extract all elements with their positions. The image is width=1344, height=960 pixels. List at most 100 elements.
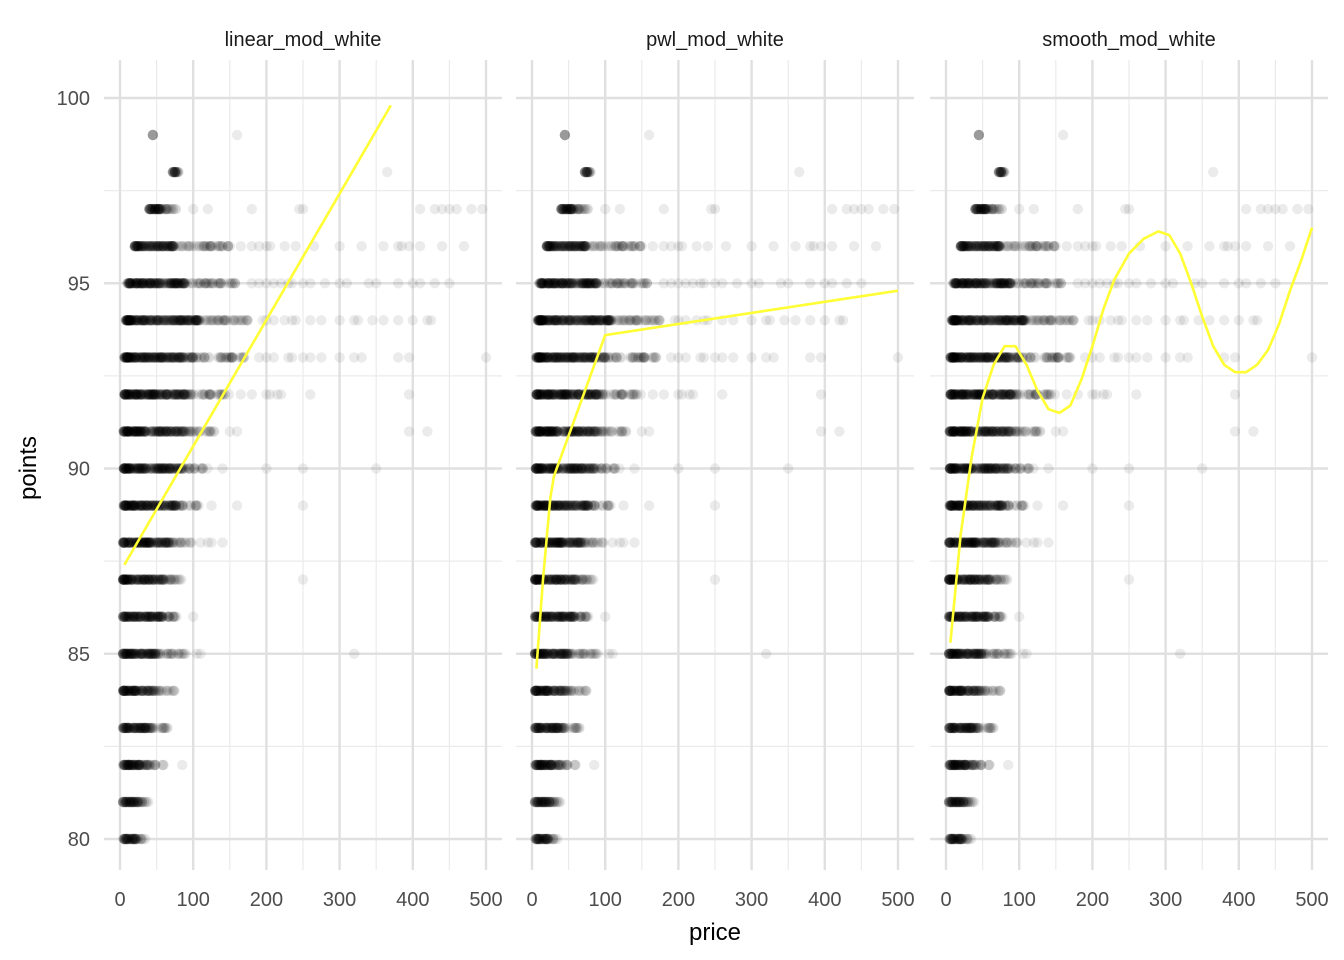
data-point — [815, 389, 827, 400]
data-point — [125, 833, 136, 845]
data-point — [600, 389, 611, 400]
data-point — [132, 796, 143, 808]
data-point — [202, 203, 213, 215]
data-point — [167, 315, 178, 326]
data-point — [144, 722, 155, 734]
data-point — [131, 685, 143, 696]
data-point — [403, 426, 415, 437]
data-point — [138, 685, 149, 696]
data-point — [147, 722, 158, 734]
data-point — [150, 685, 161, 696]
x-tick-label: 0 — [114, 889, 125, 911]
data-point — [614, 463, 625, 474]
data-point — [140, 759, 151, 771]
data-point — [136, 685, 147, 696]
data-point — [140, 722, 152, 734]
data-point — [117, 685, 129, 696]
data-point — [119, 833, 130, 845]
data-point — [371, 463, 382, 474]
data-point — [133, 796, 144, 808]
data-point — [207, 315, 218, 326]
data-point — [579, 537, 591, 548]
data-point — [162, 722, 173, 734]
data-point — [128, 685, 140, 696]
data-point — [118, 685, 129, 696]
data-point — [124, 796, 135, 808]
data-point — [158, 722, 169, 734]
data-point — [534, 833, 545, 845]
data-point — [128, 722, 140, 734]
data-point — [133, 722, 144, 734]
data-point — [290, 241, 301, 252]
data-point — [815, 426, 827, 437]
data-point — [223, 241, 234, 252]
data-point — [118, 722, 129, 734]
data-point — [133, 796, 144, 808]
data-point — [128, 833, 139, 845]
data-point — [130, 833, 141, 845]
data-point — [143, 759, 154, 771]
data-point — [136, 759, 147, 771]
data-point — [150, 759, 161, 771]
data-point — [135, 722, 146, 734]
data-point — [136, 796, 147, 808]
data-point — [165, 574, 177, 585]
data-point — [118, 796, 129, 808]
data-point — [127, 759, 139, 771]
data-point — [124, 722, 135, 734]
data-point — [121, 722, 132, 734]
data-point — [126, 833, 138, 845]
data-point — [268, 352, 279, 363]
data-point — [235, 241, 246, 252]
data-point — [422, 426, 433, 437]
data-point — [157, 722, 168, 734]
data-point — [123, 796, 134, 808]
data-point — [143, 759, 154, 771]
data-point — [156, 537, 168, 548]
data-point — [133, 759, 144, 771]
data-point — [126, 796, 138, 808]
data-point — [121, 685, 132, 696]
data-point — [122, 833, 134, 845]
data-point — [135, 833, 146, 845]
data-point — [138, 796, 149, 808]
data-point — [143, 722, 154, 734]
data-point — [643, 500, 655, 511]
data-point — [129, 611, 140, 622]
data-point — [135, 759, 146, 771]
data-point — [118, 685, 130, 696]
data-point — [117, 759, 129, 771]
data-point — [121, 796, 132, 808]
data-point — [204, 241, 215, 252]
data-point — [132, 833, 143, 845]
data-point — [125, 759, 136, 771]
data-point — [600, 463, 612, 474]
data-point — [124, 722, 135, 734]
data-point — [133, 759, 144, 771]
data-point — [134, 722, 145, 734]
data-point — [123, 722, 134, 734]
data-point — [135, 722, 146, 734]
data-point — [122, 759, 133, 771]
data-point — [127, 833, 139, 845]
data-point — [130, 685, 141, 696]
data-point — [136, 685, 147, 696]
data-point — [119, 685, 130, 696]
data-point — [122, 722, 133, 734]
data-point — [147, 722, 158, 734]
data-point — [129, 833, 140, 845]
data-point — [124, 685, 136, 696]
data-point — [121, 722, 132, 734]
data-point — [124, 722, 135, 734]
data-point — [126, 796, 137, 808]
data-point — [125, 796, 136, 808]
data-point — [137, 685, 148, 696]
data-point — [130, 759, 141, 771]
data-point — [121, 833, 132, 845]
data-point — [334, 315, 345, 326]
data-point — [131, 833, 142, 845]
data-point — [136, 722, 147, 734]
data-point — [127, 759, 138, 771]
